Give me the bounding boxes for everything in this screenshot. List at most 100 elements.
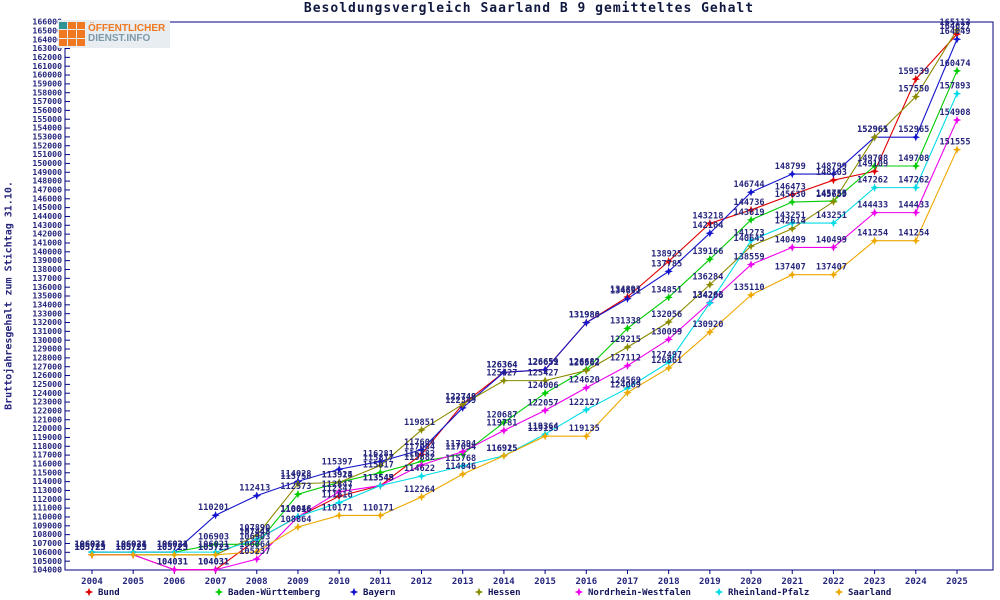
- legend-label-Nordrhein-Westfalen: Nordrhein-Westfalen: [588, 587, 691, 598]
- series-line-Nordrhein-Westfalen: [92, 119, 958, 571]
- data-point-label: 112847: [322, 480, 353, 490]
- data-point-label: 141254: [857, 229, 888, 239]
- data-point-marker-Baden-Württemberg: [293, 490, 303, 499]
- y-tick-label: 131000: [32, 326, 62, 336]
- data-point-label: 134263: [692, 291, 723, 301]
- data-point-label: 116281: [363, 449, 394, 459]
- data-point-marker-Saarland: [540, 432, 550, 441]
- data-point-label: 106903: [239, 532, 270, 542]
- legend-marker-Bund: [84, 587, 94, 597]
- data-point-label: 143619: [734, 208, 765, 218]
- data-point-marker-Saarland: [499, 451, 509, 461]
- x-tick-label: 2006: [164, 577, 186, 587]
- data-point-label: 120687: [486, 411, 517, 421]
- data-point-label: 142104: [692, 221, 723, 231]
- data-point-label: 117394: [445, 440, 476, 450]
- data-point-label: 114028: [280, 469, 311, 479]
- data-point-marker-Saarland: [911, 236, 921, 245]
- y-tick-label: 161000: [32, 61, 62, 71]
- data-point-label: 126659: [528, 358, 559, 368]
- data-point-label: 125427: [486, 369, 517, 379]
- data-point-marker-Hessen: [623, 342, 632, 352]
- data-point-label: 115768: [445, 454, 476, 464]
- data-point-label: 104031: [198, 558, 229, 568]
- data-point-label: 131986: [569, 311, 600, 321]
- data-point-marker-Hessen: [870, 133, 879, 142]
- data-point-label: 159539: [898, 67, 929, 77]
- data-point-label: 154908: [939, 108, 970, 118]
- data-point-marker-Hessen: [334, 478, 344, 487]
- data-point-marker-Bayern: [788, 169, 797, 179]
- legend-label-Baden-Württemberg: Baden-Württemberg: [228, 588, 320, 598]
- data-point-label: 132056: [651, 310, 682, 320]
- data-point-marker-Saarland: [211, 550, 220, 559]
- legend-marker-Hessen: [474, 587, 484, 597]
- data-point-label: 117604: [404, 438, 435, 448]
- data-point-label: 112347: [322, 484, 353, 494]
- data-point-label: 143218: [692, 211, 723, 221]
- data-point-label: 106021: [74, 540, 105, 550]
- data-point-label: 111616: [322, 491, 353, 501]
- data-point-label: 106021: [198, 540, 229, 550]
- data-point-label: 106024: [74, 540, 105, 550]
- data-point-label: 151555: [939, 138, 970, 148]
- data-point-label: 117084: [404, 442, 435, 452]
- y-tick-label: 149000: [32, 167, 62, 177]
- data-point-marker-Saarland: [664, 363, 673, 373]
- data-point-label: 106034: [74, 540, 105, 550]
- y-tick-label: 111000: [32, 503, 62, 513]
- data-point-marker-Bund: [829, 175, 838, 185]
- y-tick-label: 155000: [32, 114, 62, 124]
- series-line-Hessen: [92, 29, 958, 556]
- data-point-marker-Bayern: [705, 229, 715, 238]
- y-tick-label: 118000: [32, 441, 62, 451]
- data-point-marker-Saarland: [458, 469, 467, 479]
- data-point-label: 105723: [116, 543, 147, 553]
- y-tick-label: 139000: [32, 255, 62, 265]
- data-point-marker-Baden-Württemberg: [252, 540, 261, 549]
- legend-marker-Nordrhein-Westfalen: [574, 587, 584, 597]
- data-point-marker-Saarland: [87, 550, 97, 559]
- data-point-marker-Baden-Württemberg: [540, 388, 550, 398]
- y-tick-label: 124000: [32, 388, 62, 398]
- y-tick-label: 110000: [32, 512, 62, 522]
- y-tick-label: 163000: [32, 43, 62, 53]
- data-point-marker-Nordrhein-Westfalen: [623, 361, 632, 370]
- data-point-marker-Rheinland-Pfalz: [376, 481, 385, 490]
- x-tick-label: 2021: [781, 577, 803, 587]
- data-point-label: 137407: [816, 263, 847, 273]
- data-point-label: 126861: [651, 356, 682, 366]
- y-tick-label: 135000: [32, 291, 62, 301]
- y-tick-label: 137000: [32, 273, 62, 283]
- data-point-marker-Saarland: [334, 511, 344, 520]
- y-tick-label: 160000: [32, 70, 62, 80]
- data-point-marker-Saarland: [417, 492, 426, 502]
- x-tick-label: 2013: [452, 577, 474, 587]
- data-point-label: 147262: [857, 176, 888, 186]
- data-point-marker-Rheinland-Pfalz: [829, 218, 838, 228]
- legend-marker-Bayern: [349, 587, 359, 597]
- data-point-label: 125427: [528, 369, 559, 379]
- data-point-label: 126562: [569, 359, 600, 369]
- data-point-label: 107448: [239, 528, 270, 538]
- data-point-label: 105723: [157, 543, 188, 553]
- data-point-label: 105723: [116, 543, 147, 553]
- data-point-marker-Hessen: [952, 25, 962, 35]
- x-tick-label: 2010: [328, 577, 350, 587]
- data-point-marker-Hessen: [829, 197, 838, 206]
- data-point-marker-Bayern: [829, 169, 838, 179]
- data-point-label: 110171: [363, 503, 394, 513]
- y-tick-label: 140000: [32, 246, 62, 256]
- data-point-marker-Rheinland-Pfalz: [252, 535, 261, 544]
- series-line-Baden-Württemberg: [92, 70, 958, 553]
- y-tick-label: 150000: [32, 158, 62, 168]
- data-point-marker-Hessen: [582, 366, 591, 375]
- data-point-marker-Hessen: [705, 280, 715, 289]
- data-point-label: 126364: [486, 360, 517, 370]
- y-tick-label: 144000: [32, 211, 62, 221]
- data-point-label: 122748: [445, 392, 476, 402]
- data-point-label: 115882: [404, 453, 435, 463]
- data-point-label: 129215: [610, 335, 641, 345]
- data-point-marker-Baden-Württemberg: [499, 418, 509, 427]
- data-point-label: 141273: [734, 229, 765, 239]
